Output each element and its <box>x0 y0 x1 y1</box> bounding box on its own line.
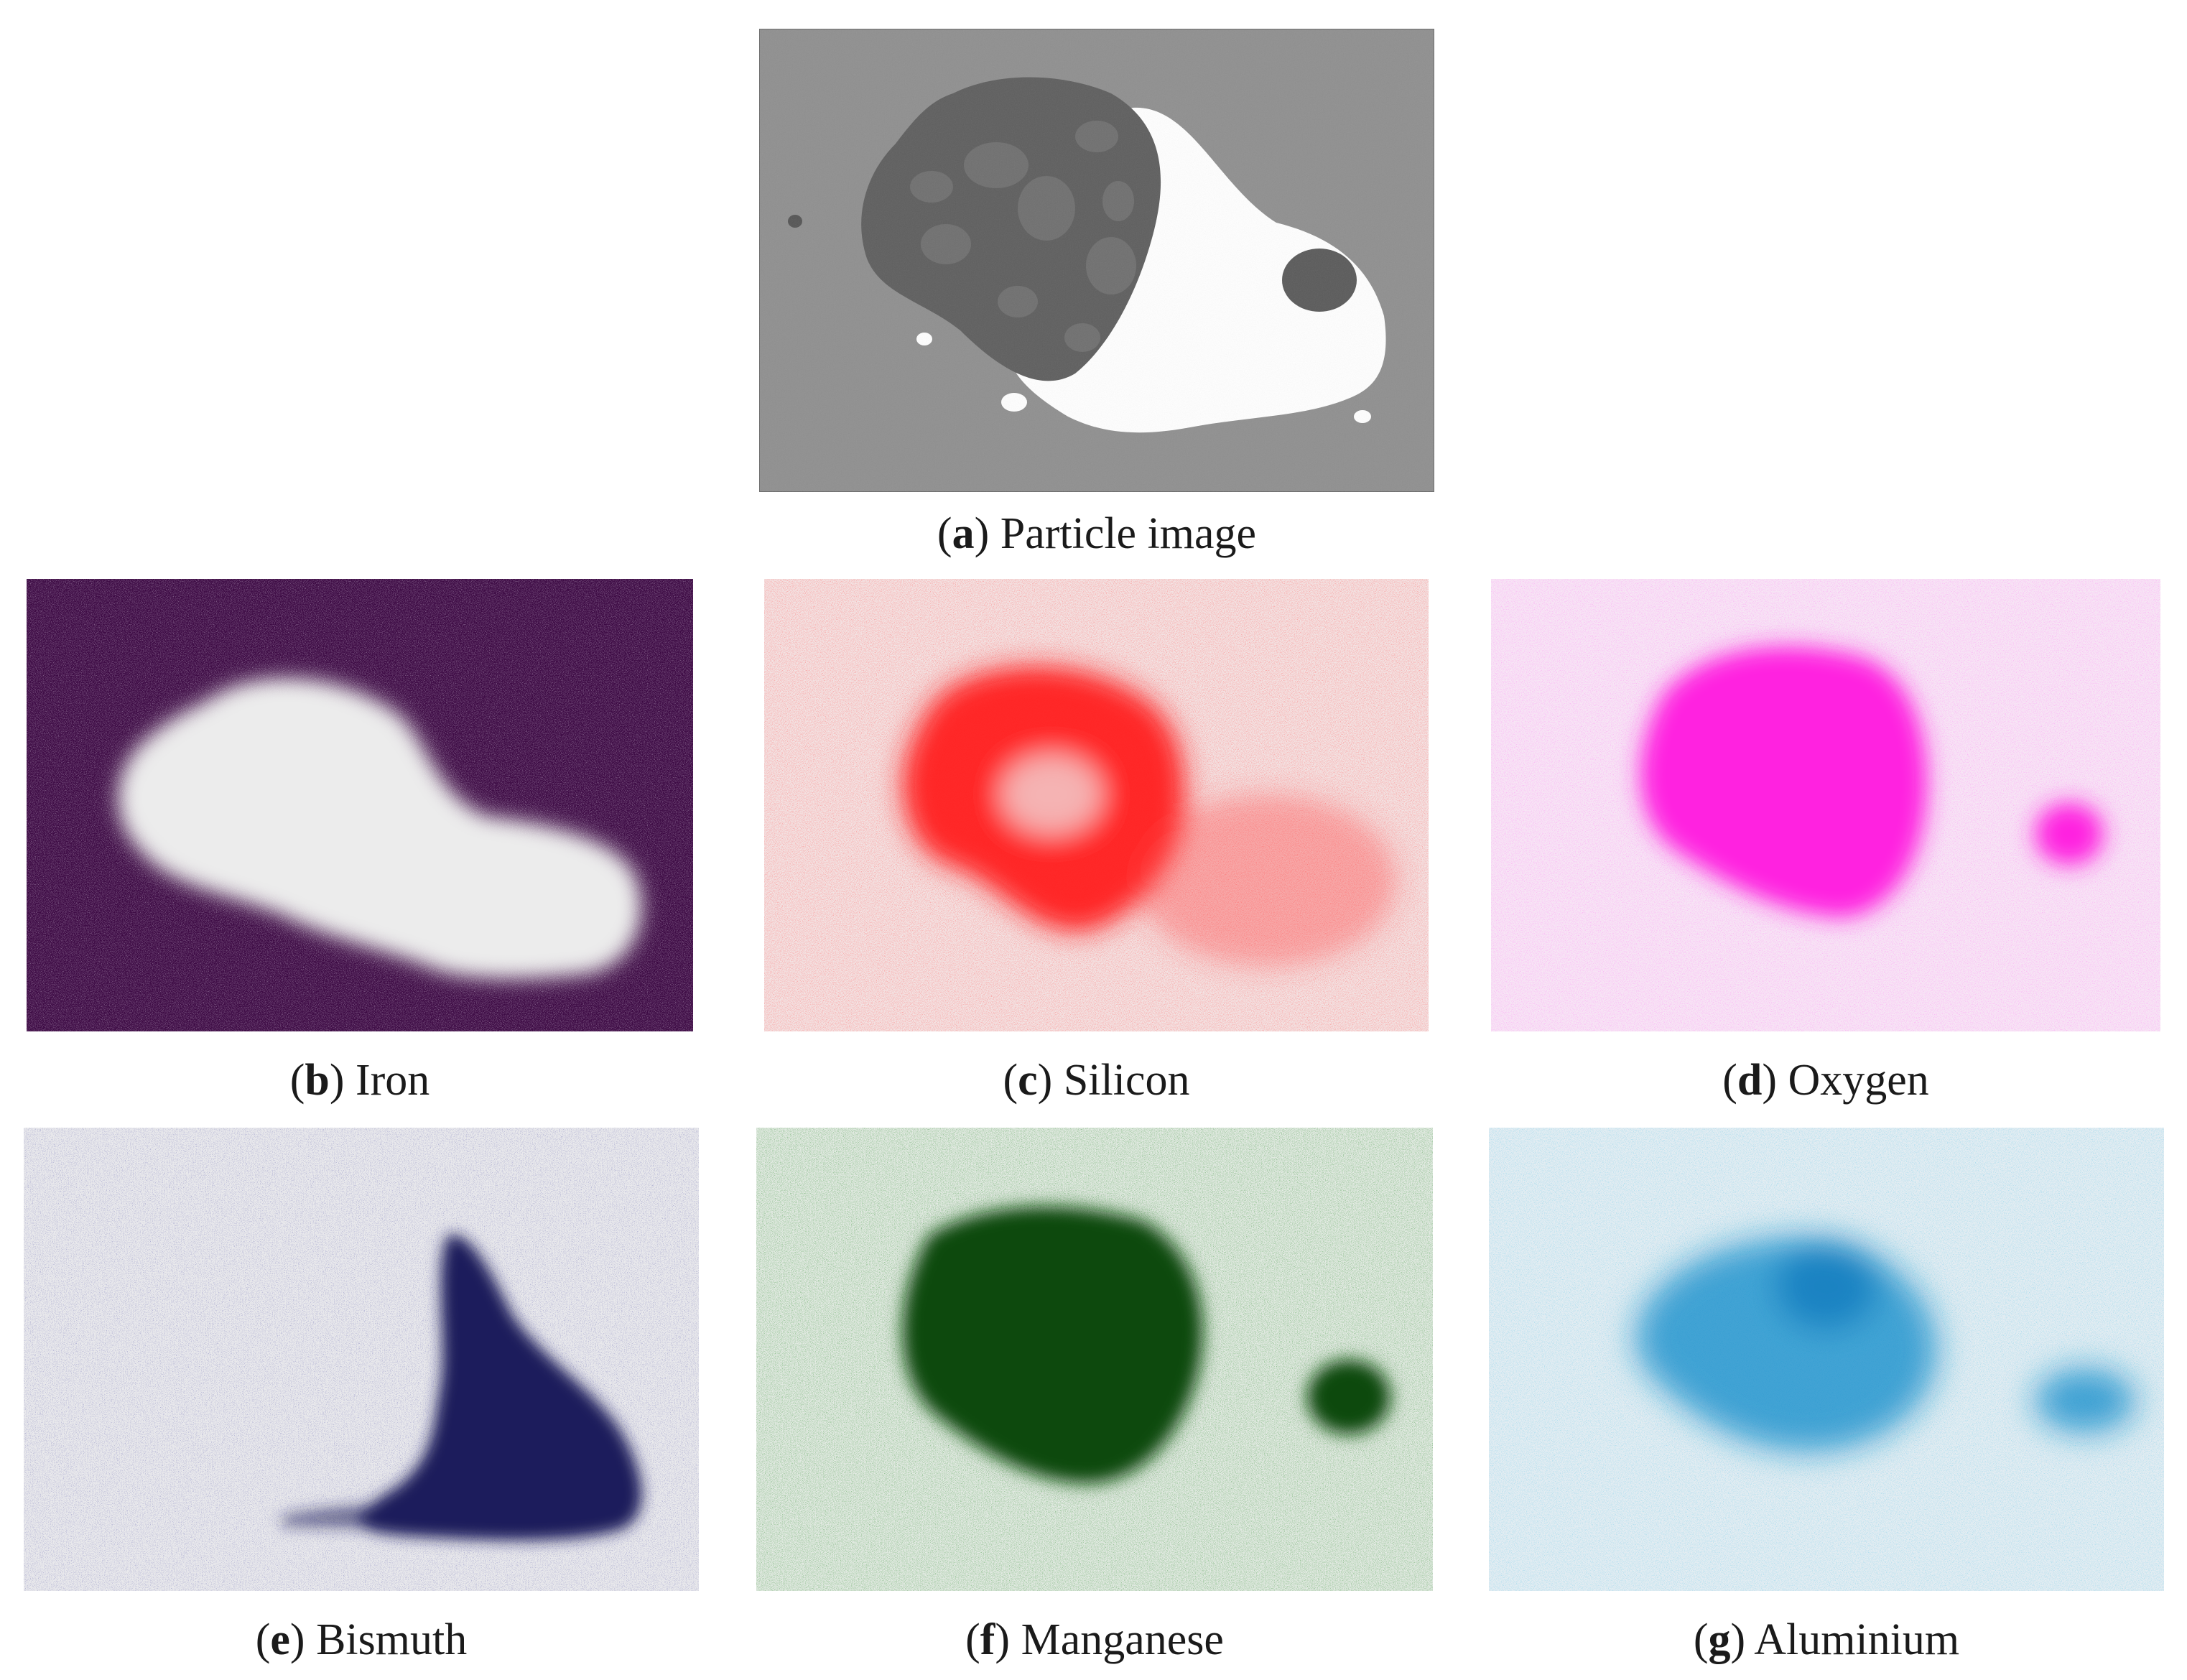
element-map-oxygen-icon <box>1491 579 2160 1031</box>
panel-e-bismuth <box>24 1128 699 1591</box>
caption-letter: e <box>270 1615 290 1664</box>
caption-letter: d <box>1737 1056 1763 1105</box>
caption-label: Aluminium <box>1754 1615 1960 1664</box>
element-map-bismuth-icon <box>24 1128 699 1591</box>
panel-c-silicon <box>764 579 1429 1031</box>
caption-letter: a <box>952 509 975 558</box>
caption-c: (c) Silicon <box>1003 1056 1190 1105</box>
caption-e: (e) Bismuth <box>255 1615 468 1664</box>
caption-label: Iron <box>356 1056 430 1105</box>
caption-g: (g) Aluminium <box>1693 1615 1960 1664</box>
particle-image-icon <box>759 29 1434 492</box>
panel-g-aluminium <box>1489 1128 2164 1591</box>
caption-letter: g <box>1708 1615 1731 1664</box>
caption-letter: b <box>305 1056 330 1105</box>
element-map-silicon-icon <box>764 579 1429 1031</box>
element-map-manganese-icon <box>756 1128 1433 1591</box>
element-map-aluminium-icon <box>1489 1128 2164 1591</box>
caption-letter: c <box>1018 1056 1038 1105</box>
panel-f-manganese <box>756 1128 1433 1591</box>
caption-f: (f) Manganese <box>965 1615 1224 1664</box>
caption-d: (d) Oxygen <box>1722 1056 1929 1105</box>
caption-label: Silicon <box>1063 1056 1190 1105</box>
element-map-iron-icon <box>27 579 693 1031</box>
caption-a: (a) Particle image <box>937 509 1257 558</box>
caption-label: Bismuth <box>316 1615 468 1664</box>
panel-a-particle-image <box>759 29 1434 492</box>
caption-label: Manganese <box>1021 1615 1224 1664</box>
panel-d-oxygen <box>1491 579 2160 1031</box>
caption-letter: f <box>980 1615 995 1664</box>
caption-label: Oxygen <box>1788 1056 1929 1105</box>
panel-b-iron <box>27 579 693 1031</box>
caption-label: Particle image <box>1000 509 1257 558</box>
caption-b: (b) Iron <box>289 1056 430 1105</box>
